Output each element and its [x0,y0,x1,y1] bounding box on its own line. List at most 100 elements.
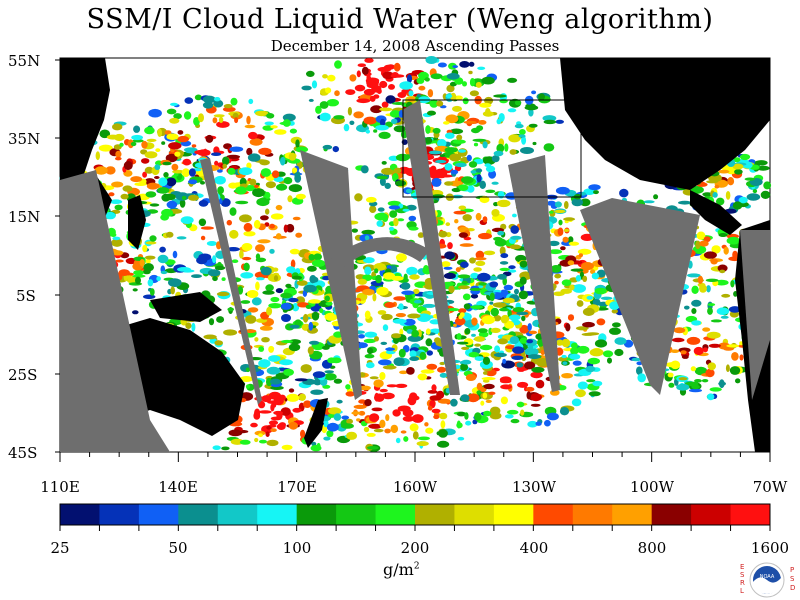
cloud-water-patch [111,181,124,188]
cloud-water-patch [264,191,271,199]
cloud-water-patch [477,66,486,71]
cloud-water-patch [288,343,301,352]
cloud-water-patch [444,251,455,260]
cloud-water-patch [162,161,172,166]
cloud-water-patch [105,166,116,175]
cloud-water-patch [570,342,578,349]
cloud-water-patch [295,232,303,238]
cloud-water-patch [497,230,505,236]
cloud-water-patch [247,153,261,162]
cloud-water-patch [463,303,471,310]
cloud-water-patch [362,288,375,296]
cloud-water-patch [294,378,308,382]
cloud-water-patch [212,117,218,124]
cloud-water-patch [555,186,570,195]
cloud-water-patch [237,286,244,295]
svg-text:S: S [790,575,795,583]
cloud-water-patch [239,439,251,445]
cloud-water-patch [261,395,272,403]
cloud-water-patch [507,108,517,113]
cloud-water-patch [527,323,532,331]
cloud-water-patch [283,368,294,376]
cloud-water-patch [381,161,387,165]
cloud-water-patch [468,161,478,168]
cloud-water-patch [159,246,166,253]
cloud-water-patch [218,116,224,123]
cloud-water-patch [206,241,217,246]
cloud-water-patch [691,299,702,307]
cloud-water-patch [115,259,124,263]
missing-swath [508,155,560,392]
cloud-water-patch [587,357,600,365]
cloud-water-patch [354,84,366,92]
cloud-water-patch [454,219,459,224]
cloud-water-patch [275,204,283,211]
cloud-water-patch [490,327,501,333]
cloud-water-patch [465,374,477,381]
colorbar-swatch [257,504,298,525]
cloud-water-patch [449,153,462,162]
cloud-water-patch [611,309,618,314]
cloud-water-patch [255,277,265,281]
cloud-water-patch [369,413,380,422]
cloud-water-patch [248,98,254,105]
cloud-water-patch [358,410,366,416]
cloud-water-patch [425,125,431,134]
cloud-water-patch [728,306,741,313]
cloud-water-patch [402,208,410,212]
cloud-water-patch [360,165,369,174]
cloud-water-patch [182,158,192,166]
cloud-water-patch [556,339,564,346]
cloud-water-patch [156,276,161,282]
cloud-water-patch [319,112,331,122]
cloud-water-patch [502,358,507,364]
cloud-water-patch [483,383,495,390]
cloud-water-patch [517,367,525,372]
cloud-water-patch [738,196,748,204]
cloud-water-patch [367,446,379,450]
cloud-water-patch [451,187,461,193]
cloud-water-patch [395,180,407,187]
cloud-water-patch [614,337,627,345]
cloud-water-patch [442,281,455,287]
cloud-water-patch [266,366,281,375]
cloud-water-patch [308,98,314,102]
cloud-water-patch [191,274,202,278]
cloud-water-patch [241,243,253,251]
colorbar-swatch [178,504,219,525]
cloud-water-patch [303,400,312,409]
cloud-water-patch [469,257,476,264]
cloud-water-patch [443,266,453,270]
cloud-water-patch [112,250,124,256]
cloud-water-patch [528,330,538,335]
cloud-water-patch [281,444,293,450]
cloud-water-patch [427,405,433,411]
cloud-water-patch [718,169,730,174]
cloud-water-patch [390,74,405,78]
cloud-water-patch [181,168,190,178]
cloud-water-patch [265,284,274,292]
cloud-water-patch [484,96,494,105]
cloud-water-patch [492,302,507,308]
cloud-water-patch [175,192,189,201]
cloud-water-patch [324,312,338,321]
cloud-water-patch [668,382,675,388]
cloud-water-patch [705,278,719,282]
cloud-water-patch [203,334,217,340]
cloud-water-patch [122,185,133,192]
lon-label: 130W [512,478,557,496]
cloud-water-patch [255,244,265,253]
cloud-water-patch [592,380,603,387]
cloud-water-patch [525,386,535,392]
cloud-water-patch [246,290,259,298]
cloud-water-patch [518,290,529,300]
cloud-water-patch [474,336,486,342]
cloud-water-patch [575,275,582,282]
cloud-water-patch [391,102,406,105]
cloud-water-patch [699,240,709,247]
cloud-water-patch [548,240,560,247]
cloud-water-patch [120,193,129,200]
cloud-water-patch [499,307,509,312]
cloud-water-patch [567,260,575,266]
cloud-water-patch [528,123,538,128]
